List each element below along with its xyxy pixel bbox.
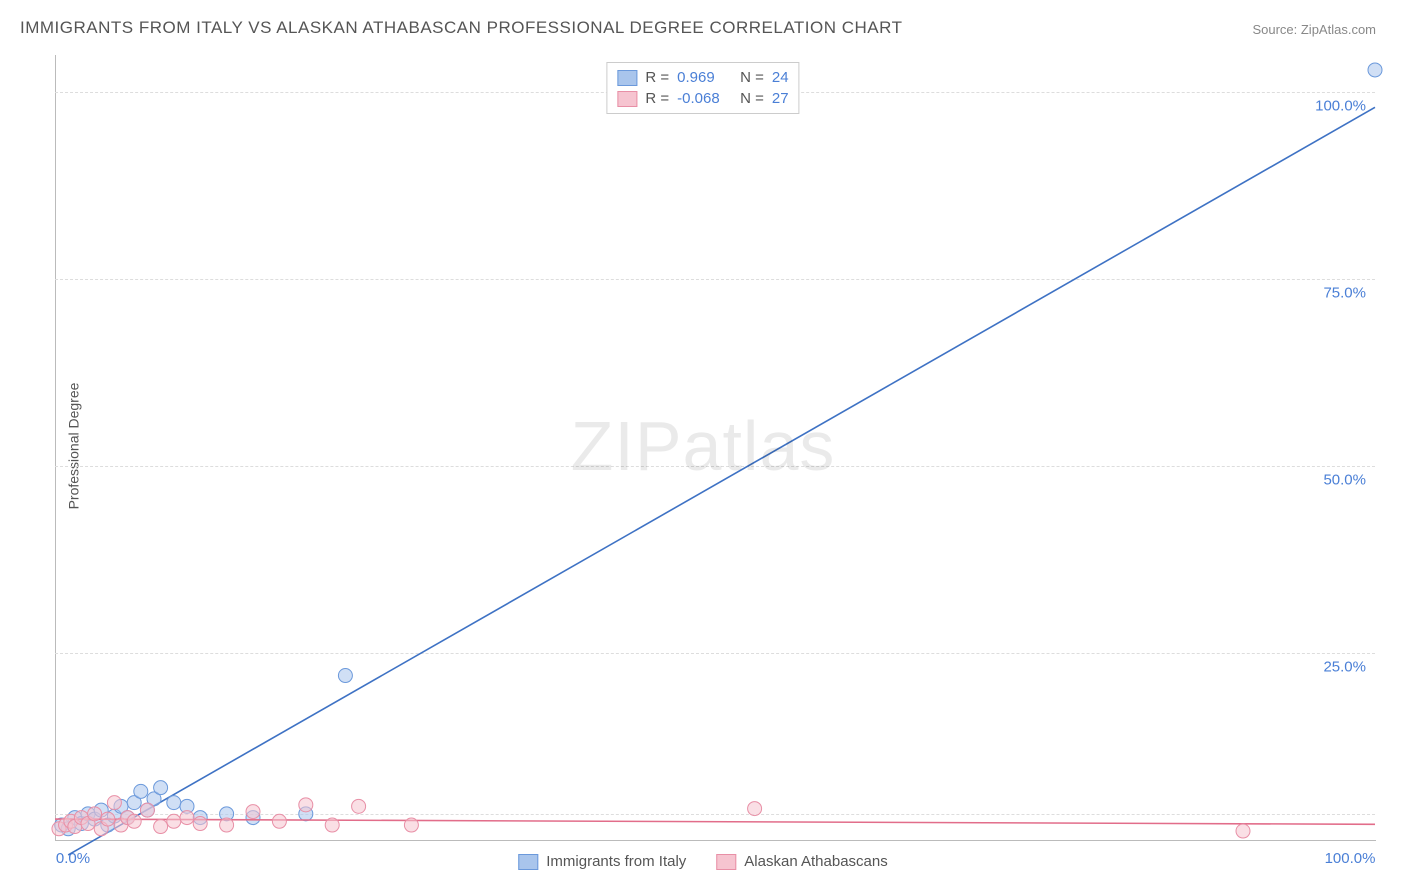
r-value-0: 0.969 <box>677 69 732 86</box>
n-label-0: N = <box>740 69 764 86</box>
legend-series-item-0: Immigrants from Italy <box>518 853 686 870</box>
legend-series-swatch-1 <box>716 854 736 870</box>
legend-series-item-1: Alaskan Athabascans <box>716 853 887 870</box>
n-value-0: 24 <box>772 69 789 86</box>
n-value-1: 27 <box>772 90 789 107</box>
legend-swatch-0 <box>617 70 637 86</box>
legend-series-label-1: Alaskan Athabascans <box>744 853 887 870</box>
chart-title: IMMIGRANTS FROM ITALY VS ALASKAN ATHABAS… <box>20 18 902 38</box>
n-label-1: N = <box>740 90 764 107</box>
r-label-1: R = <box>645 90 669 107</box>
legend-swatch-1 <box>617 91 637 107</box>
legend-stats: R = 0.969 N = 24 R = -0.068 N = 27 <box>606 62 799 114</box>
legend-series: Immigrants from Italy Alaskan Athabascan… <box>518 853 887 870</box>
source-attribution: Source: ZipAtlas.com <box>1252 22 1376 37</box>
r-label-0: R = <box>645 69 669 86</box>
chart-svg <box>55 55 1375 840</box>
legend-series-label-0: Immigrants from Italy <box>546 853 686 870</box>
r-value-1: -0.068 <box>677 90 732 107</box>
legend-stats-row-1: R = -0.068 N = 27 <box>617 88 788 109</box>
legend-series-swatch-0 <box>518 854 538 870</box>
legend-stats-row-0: R = 0.969 N = 24 <box>617 67 788 88</box>
